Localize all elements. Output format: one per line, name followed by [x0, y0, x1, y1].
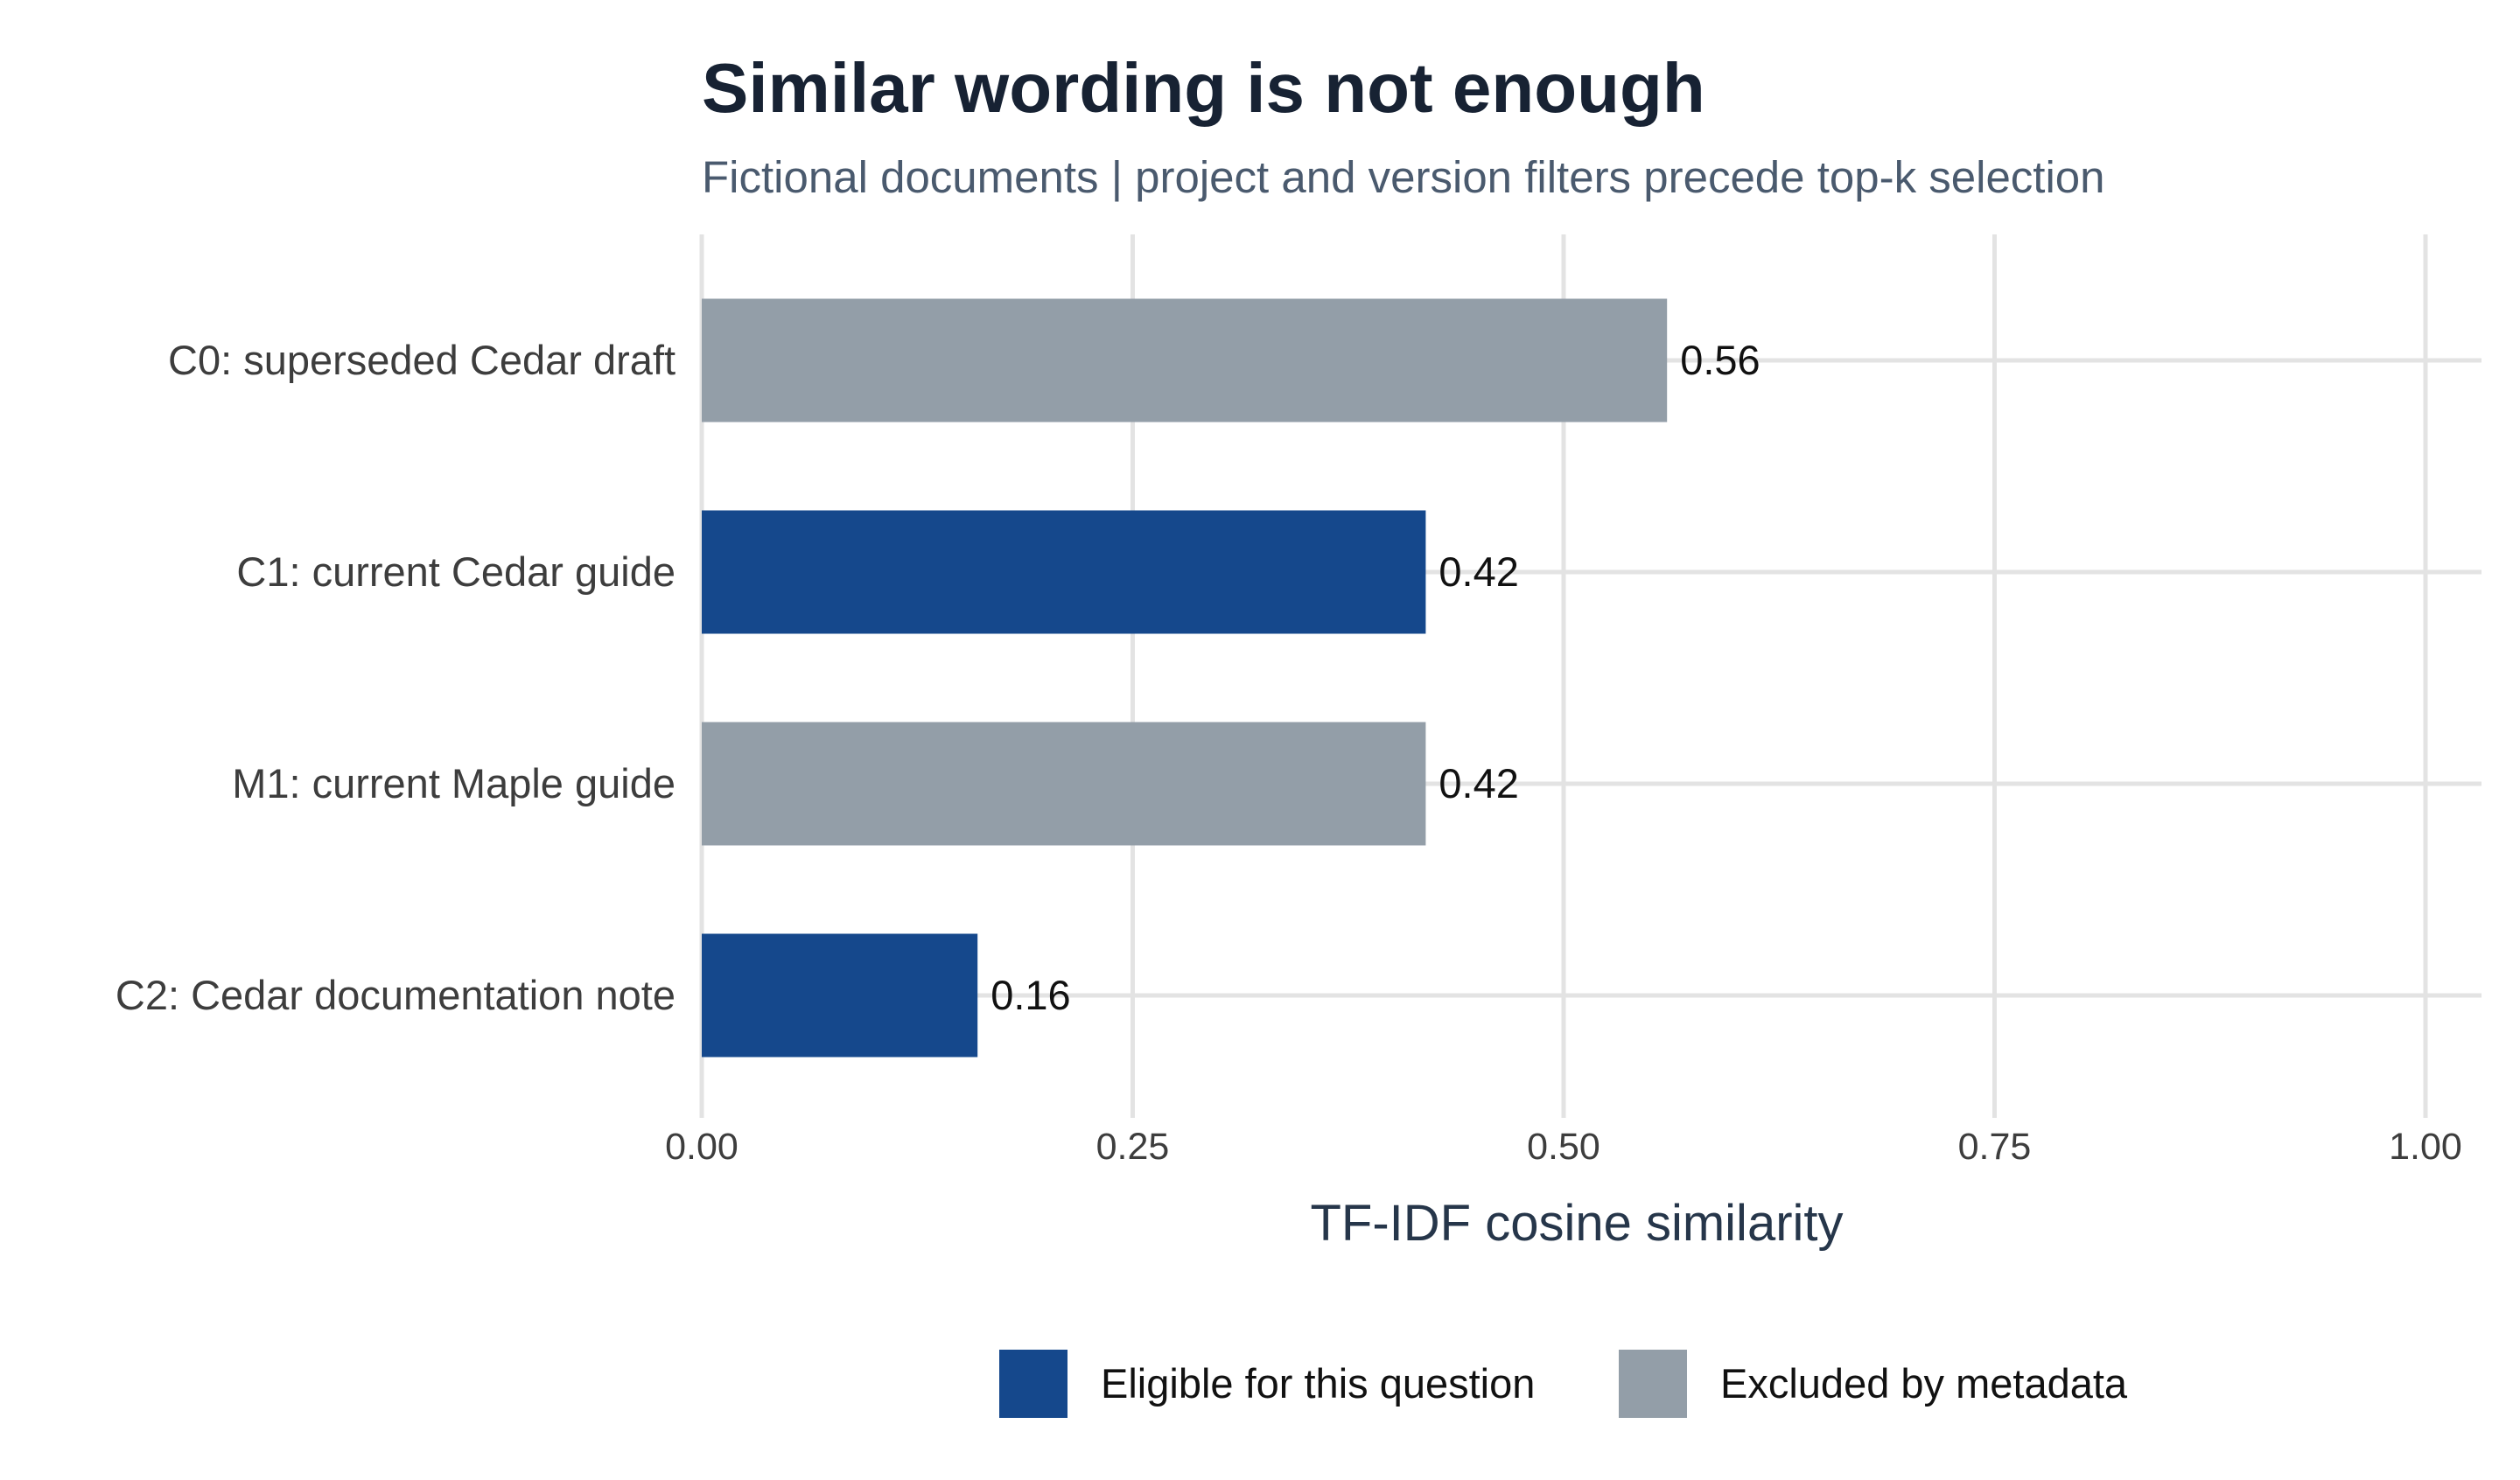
- value-label-1: 0.42: [1438, 548, 1518, 595]
- bar-0: [702, 298, 1668, 422]
- category-label-1: C1: current Cedar guide: [236, 548, 676, 595]
- x-tick-label-1: 0.25: [1096, 1126, 1170, 1168]
- value-label-3: 0.16: [990, 972, 1070, 1018]
- legend: Eligible for this question Excluded by me…: [999, 1350, 2128, 1418]
- bar-3: [702, 933, 978, 1058]
- value-label-0: 0.56: [1680, 337, 1760, 383]
- legend-label-0: Eligible for this question: [1101, 1360, 1535, 1407]
- category-label-2: M1: current Maple guide: [232, 760, 676, 806]
- chart-subtitle: Fictional documents | project and versio…: [702, 152, 2105, 202]
- bars: [702, 298, 1668, 1058]
- legend-swatch-1: [1619, 1350, 1687, 1418]
- value-label-2: 0.42: [1438, 760, 1518, 806]
- category-label-3: C2: Cedar documentation note: [116, 972, 676, 1018]
- legend-label-1: Excluded by metadata: [1720, 1360, 2128, 1407]
- chart-title: Similar wording is not enough: [702, 49, 1705, 127]
- x-tick-label-2: 0.50: [1527, 1126, 1600, 1168]
- legend-swatch-0: [999, 1350, 1068, 1418]
- x-tick-label-3: 0.75: [1958, 1126, 2032, 1168]
- x-tick-label-0: 0.00: [665, 1126, 738, 1168]
- labels: C0: superseded Cedar draft 0.56 C1: curren…: [116, 337, 2462, 1168]
- x-tick-label-4: 1.00: [2389, 1126, 2462, 1168]
- x-axis-label: TF-IDF cosine similarity: [1310, 1195, 1843, 1252]
- category-label-0: C0: superseded Cedar draft: [168, 337, 676, 383]
- bar-1: [702, 510, 1426, 634]
- bar-2: [702, 722, 1426, 846]
